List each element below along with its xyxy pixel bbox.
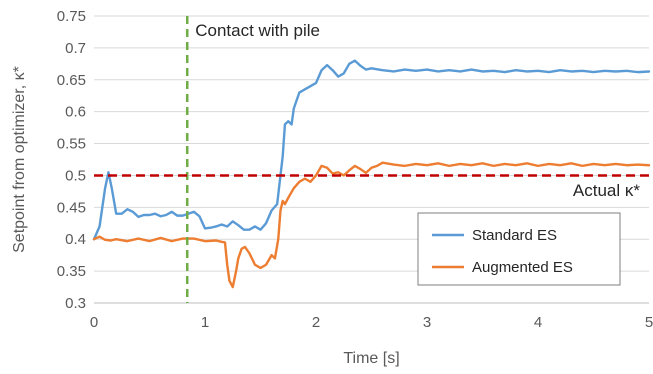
y-tick-label: 0.35 <box>57 263 86 280</box>
x-tick-label: 4 <box>534 314 542 331</box>
y-tick-label: 0.65 <box>57 72 86 89</box>
x-tick-label: 0 <box>90 314 98 331</box>
y-tick-label: 0.6 <box>65 104 86 121</box>
x-tick-label: 5 <box>645 314 653 331</box>
actual-kappa-label: Actual κ* <box>573 181 640 200</box>
series-line-1 <box>92 59 651 241</box>
x-axis-title: Time [s] <box>343 350 399 367</box>
y-tick-label: 0.4 <box>65 231 86 248</box>
reference-lines: Contact with pile Actual κ* <box>94 16 649 303</box>
legend: Standard ES Augmented ES <box>417 212 621 286</box>
y-tick-label: 0.3 <box>65 295 86 312</box>
y-tick-label: 0.75 <box>57 8 86 25</box>
y-tick-label: 0.5 <box>65 167 86 184</box>
y-axis-title: Setpoint from optimizer, κ* <box>11 66 28 253</box>
legend-label-1: Standard ES <box>472 227 557 244</box>
x-tick-label: 1 <box>201 314 209 331</box>
y-tick-label: 0.55 <box>57 136 86 153</box>
axes: 0.3 0.35 0.4 0.45 0.5 0.55 0.6 0.65 0.7 0.75 0 1 2 3 4… <box>11 8 653 367</box>
x-tick-label: 2 <box>312 314 320 331</box>
series-line-2 <box>92 161 651 289</box>
y-tick-label: 0.7 <box>65 40 86 57</box>
x-tick-label: 3 <box>423 314 431 331</box>
legend-box <box>417 212 621 286</box>
y-tick-label: 0.45 <box>57 199 86 216</box>
contact-label: Contact with pile <box>195 21 320 40</box>
legend-label-2: Augmented ES <box>472 259 573 276</box>
series-layer <box>92 59 651 289</box>
